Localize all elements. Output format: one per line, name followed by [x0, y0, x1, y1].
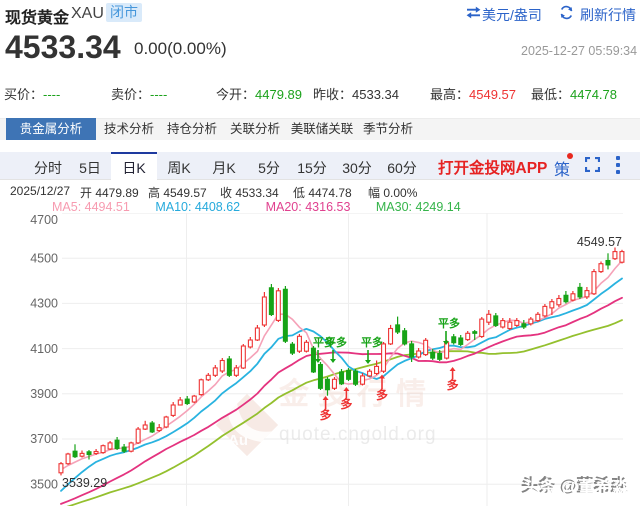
svg-text:多: 多 — [447, 377, 459, 392]
svg-text:4100: 4100 — [30, 342, 58, 356]
svg-text:平多: 平多 — [438, 316, 460, 330]
svg-text:4300: 4300 — [30, 297, 58, 311]
svg-text:多: 多 — [320, 407, 332, 422]
svg-text:3500: 3500 — [30, 477, 58, 491]
svg-text:平多: 平多 — [361, 335, 383, 349]
svg-text:金投行情: 金投行情 — [278, 377, 435, 411]
svg-text:quote.cngold.org: quote.cngold.org — [279, 424, 437, 445]
svg-text:Au: Au — [228, 432, 248, 449]
svg-text:3900: 3900 — [30, 387, 58, 401]
svg-text:4549.57: 4549.57 — [577, 235, 622, 249]
svg-text:3700: 3700 — [30, 432, 58, 446]
svg-text:多: 多 — [376, 387, 388, 402]
svg-text:平多: 平多 — [325, 335, 347, 349]
svg-text:4500: 4500 — [30, 251, 58, 265]
svg-text:平多: 平多 — [313, 335, 335, 349]
svg-text:4700: 4700 — [30, 213, 58, 227]
svg-text:多: 多 — [340, 396, 352, 411]
svg-text:3539.29: 3539.29 — [62, 476, 107, 490]
